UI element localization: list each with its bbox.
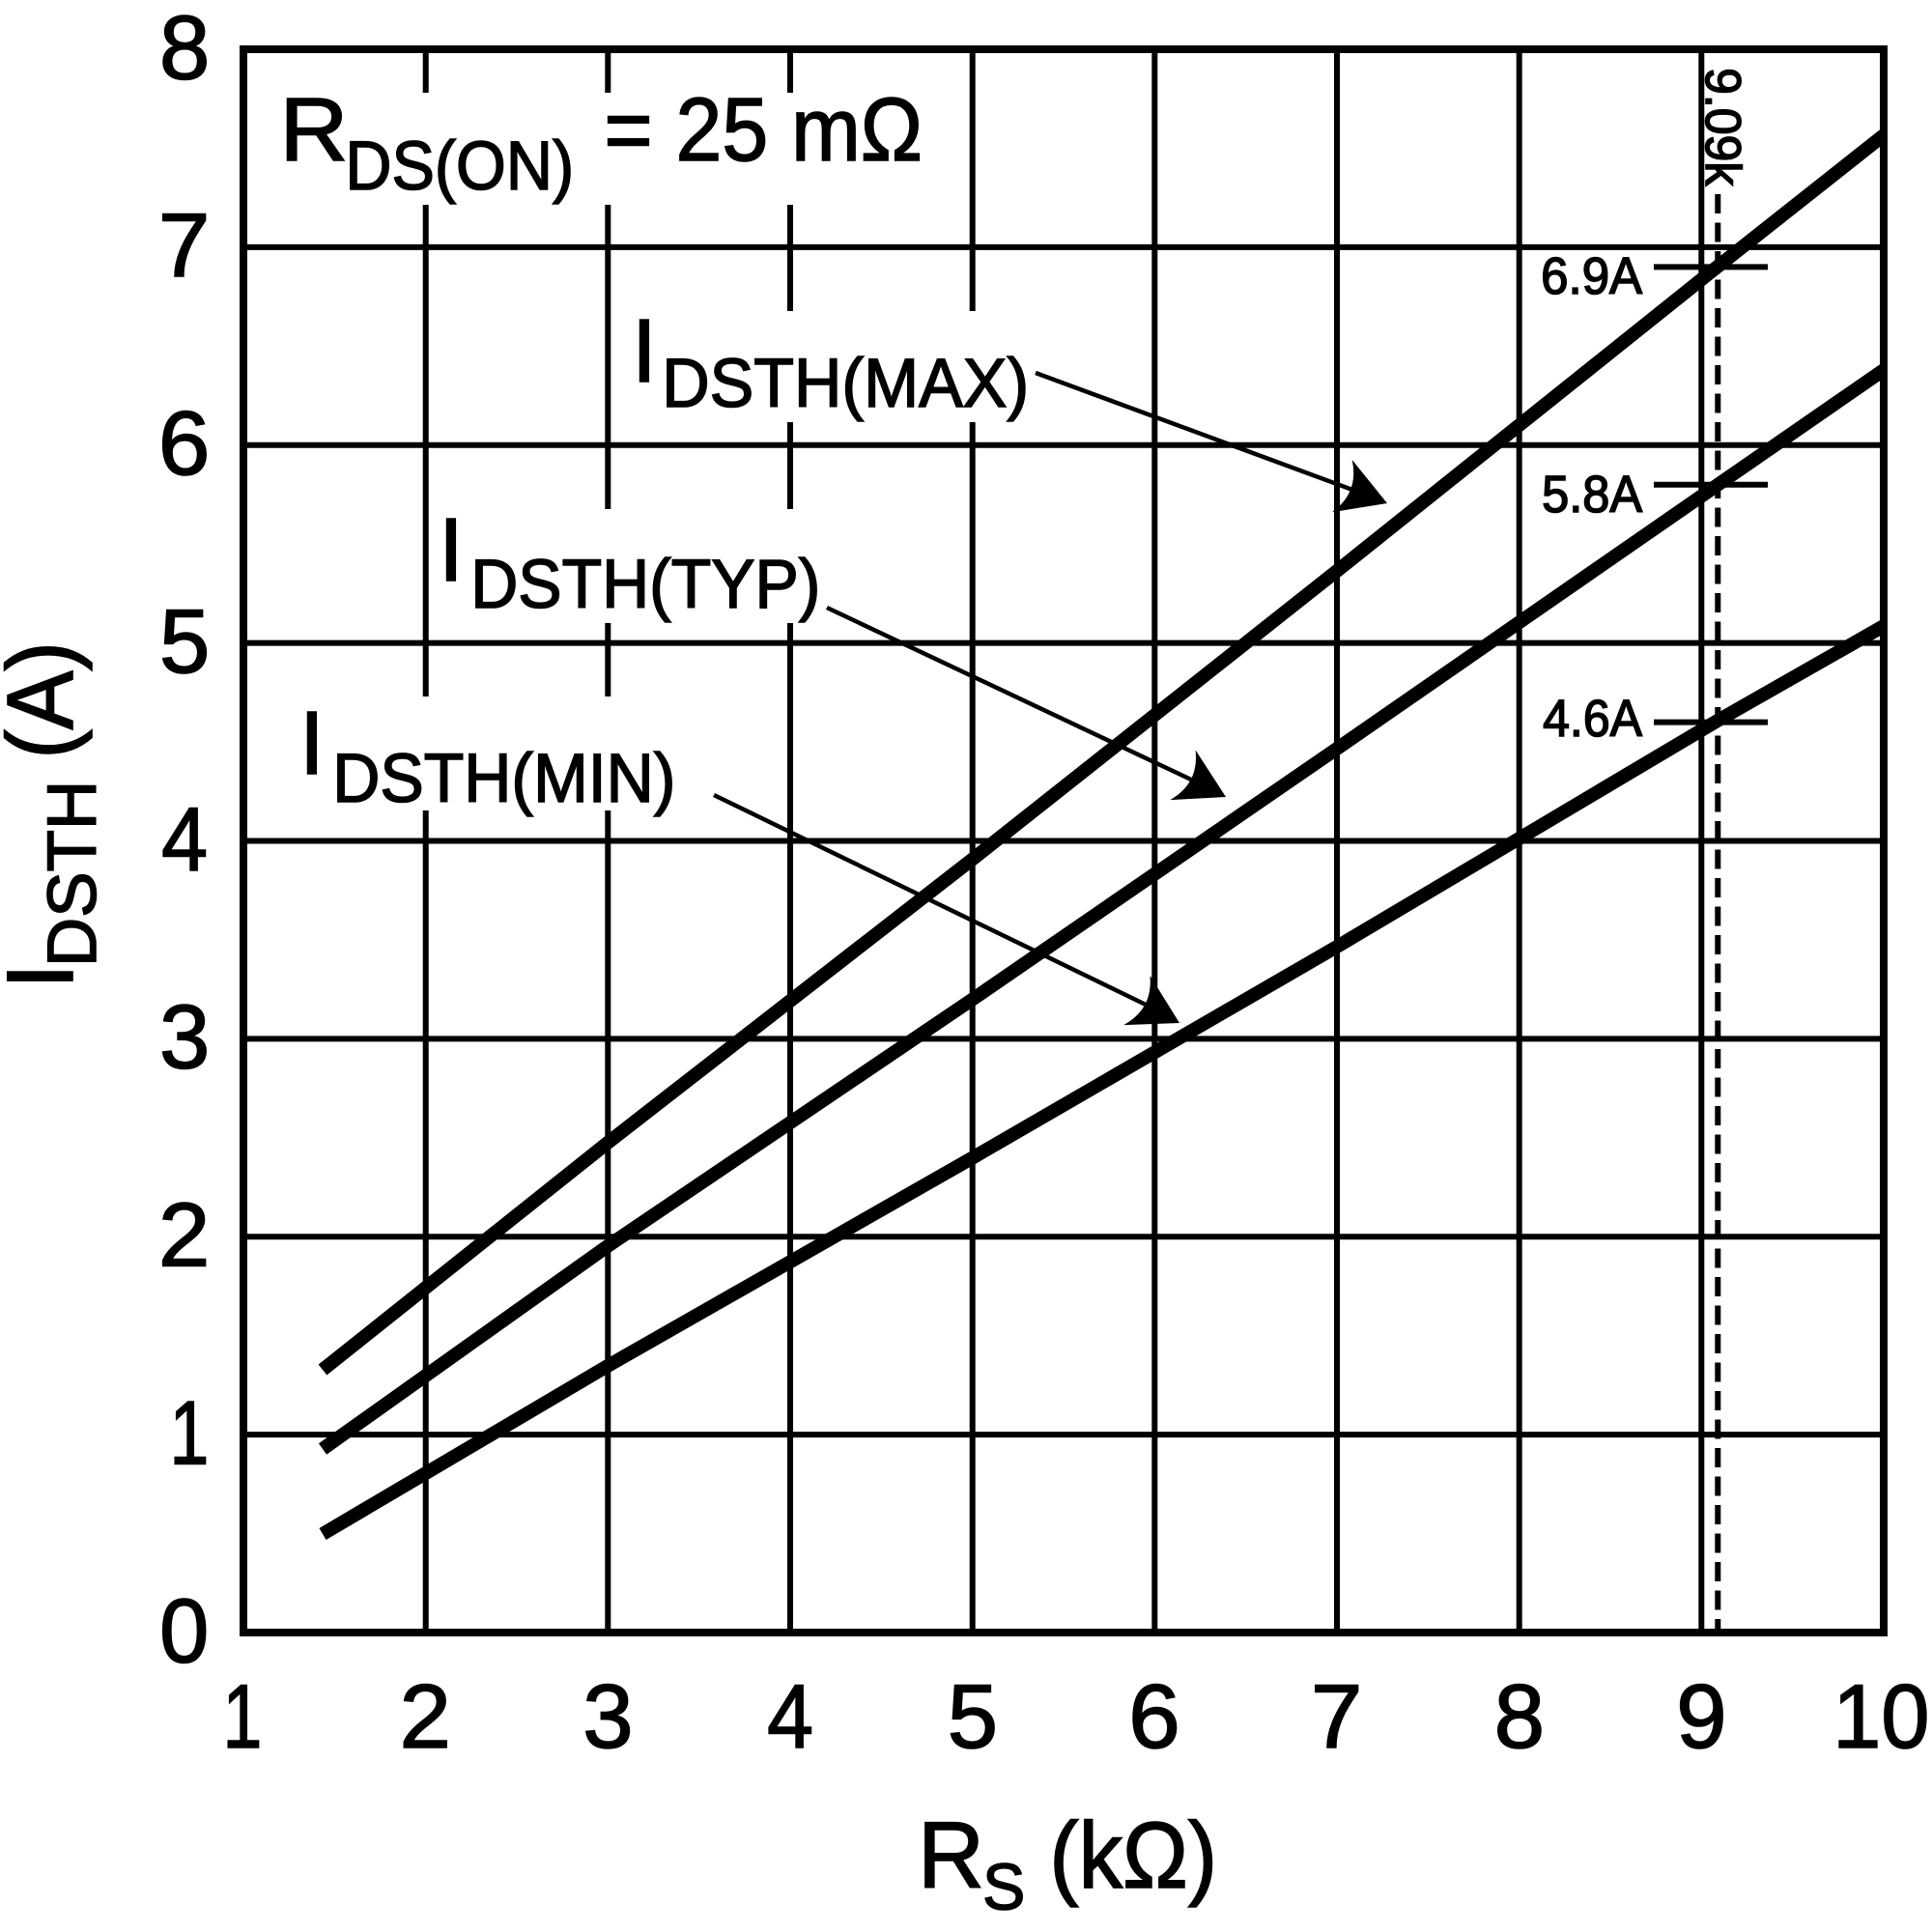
svg-text:R: R bbox=[918, 1804, 984, 1908]
svg-text:1: 1 bbox=[170, 1382, 210, 1484]
svg-text:(kΩ): (kΩ) bbox=[1049, 1803, 1217, 1907]
svg-text:I: I bbox=[299, 693, 325, 793]
svg-text:6.9A: 6.9A bbox=[1541, 247, 1642, 306]
svg-text:0: 0 bbox=[159, 1579, 209, 1681]
svg-text:DSTH(MAX): DSTH(MAX) bbox=[662, 345, 1029, 421]
svg-text:5.8A: 5.8A bbox=[1542, 467, 1642, 525]
svg-text:6: 6 bbox=[158, 393, 210, 495]
svg-text:10: 10 bbox=[1833, 1666, 1929, 1767]
svg-text:8: 8 bbox=[1494, 1665, 1545, 1767]
svg-text:1: 1 bbox=[223, 1665, 263, 1767]
svg-text:4.6A: 4.6A bbox=[1543, 690, 1642, 748]
svg-text:5: 5 bbox=[948, 1665, 998, 1767]
svg-text:= 25 mΩ: = 25 mΩ bbox=[604, 79, 923, 180]
svg-text:2: 2 bbox=[400, 1666, 451, 1768]
svg-text:9: 9 bbox=[1676, 1665, 1726, 1767]
svg-text:I: I bbox=[632, 300, 657, 401]
svg-text:(A): (A) bbox=[0, 641, 93, 759]
svg-text:9.09k: 9.09k bbox=[1695, 68, 1751, 186]
svg-text:7: 7 bbox=[1311, 1666, 1362, 1768]
svg-text:4: 4 bbox=[161, 788, 208, 890]
svg-text:DS(ON): DS(ON) bbox=[345, 128, 574, 204]
svg-text:2: 2 bbox=[158, 1185, 210, 1287]
svg-text:4: 4 bbox=[767, 1666, 813, 1768]
svg-text:DSTH(TYP): DSTH(TYP) bbox=[470, 546, 820, 623]
svg-text:S: S bbox=[982, 1851, 1025, 1924]
svg-text:DSTH(MIN): DSTH(MIN) bbox=[332, 740, 675, 817]
svg-text:I: I bbox=[439, 499, 464, 600]
svg-text:7: 7 bbox=[158, 195, 210, 297]
svg-text:8: 8 bbox=[159, 0, 210, 98]
svg-text:3: 3 bbox=[159, 986, 210, 1088]
svg-text:5: 5 bbox=[159, 590, 210, 692]
svg-text:R: R bbox=[280, 79, 349, 180]
svg-text:I: I bbox=[0, 963, 93, 989]
svg-text:6: 6 bbox=[1128, 1666, 1179, 1768]
svg-text:DSTH: DSTH bbox=[35, 781, 111, 967]
svg-text:3: 3 bbox=[582, 1665, 633, 1767]
